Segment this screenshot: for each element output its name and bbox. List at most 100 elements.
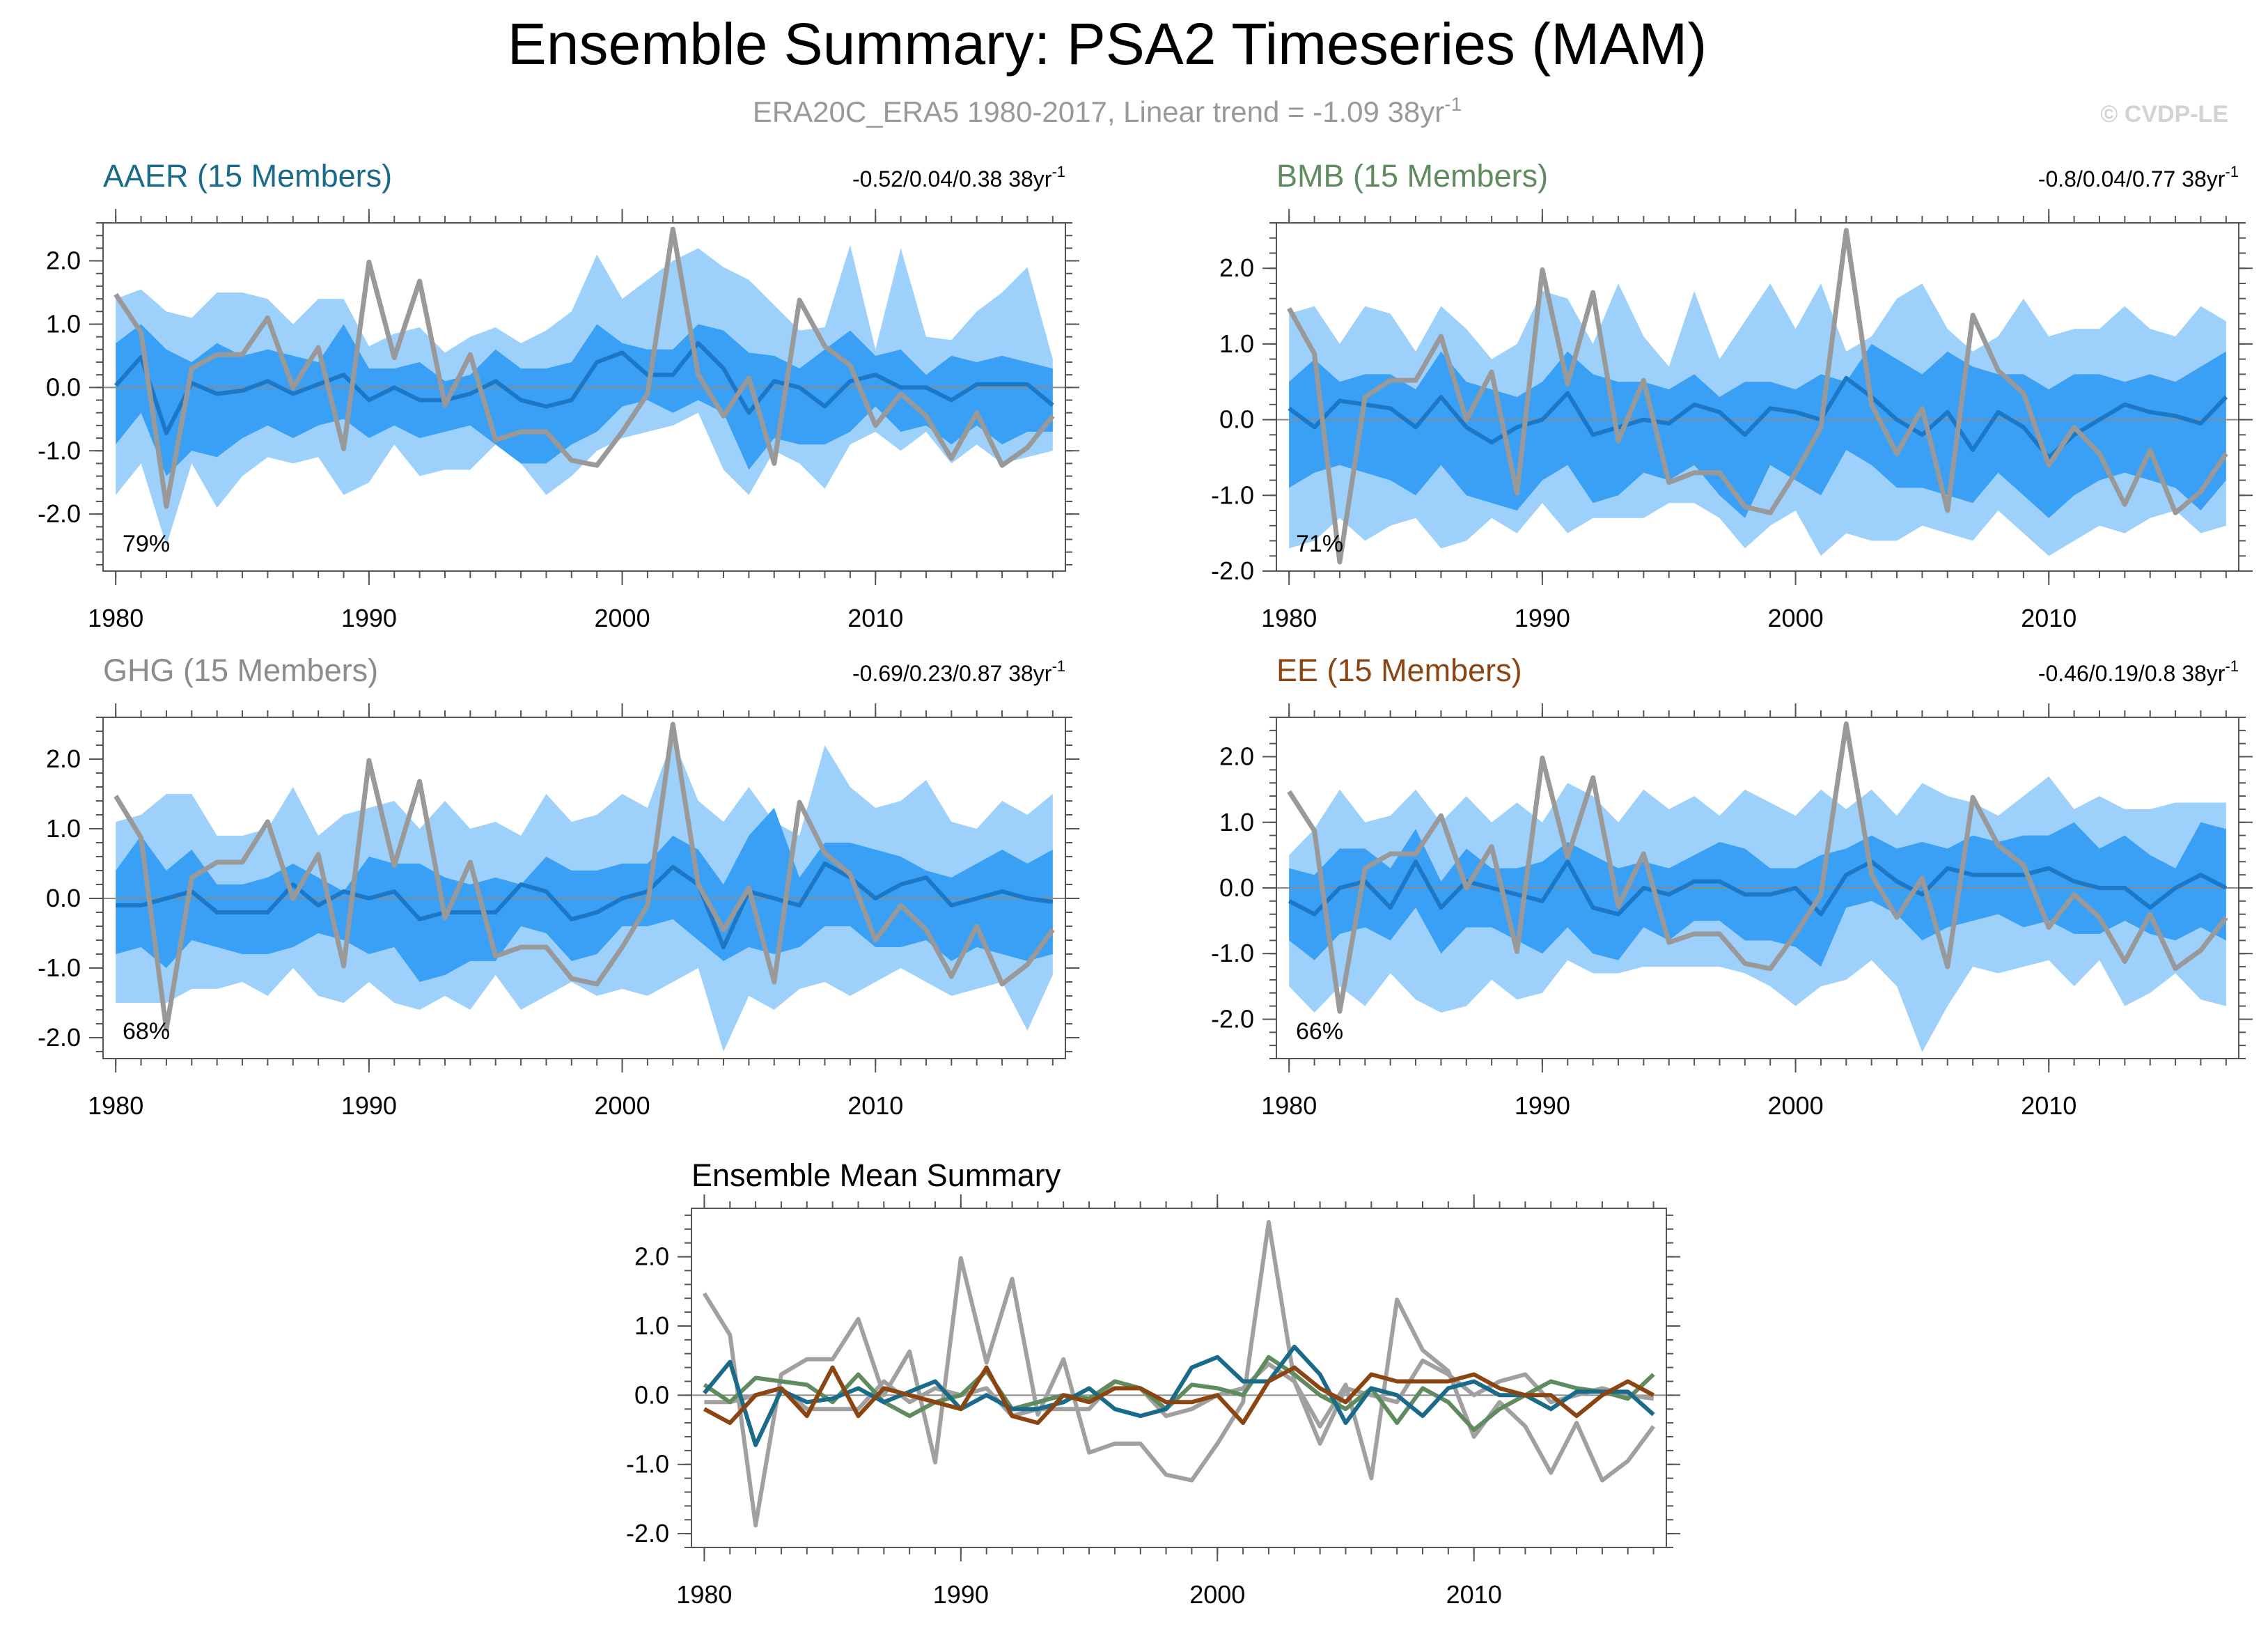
percent-label: 68% — [123, 1018, 170, 1045]
trend-label-text: -0.8/0.04/0.77 38yr — [2038, 166, 2226, 192]
ensemble-mean-line — [1288, 859, 2228, 916]
watermark: © CVDP-LE — [2100, 101, 2228, 127]
trend-label-superscript: -1 — [1051, 657, 1065, 675]
inner-spread-band — [116, 808, 1053, 982]
trend-label: -0.69/0.23/0.87 38yr-1 — [852, 657, 1065, 686]
x-tick-label: 2000 — [1768, 604, 1824, 632]
plot-frame — [102, 717, 1066, 1059]
trend-label-superscript: -1 — [2225, 657, 2239, 675]
series-line-bmb — [703, 1355, 1655, 1432]
x-tick-label: 1990 — [341, 1091, 397, 1120]
plot-area — [1276, 228, 2239, 565]
ensemble-mean-line — [114, 341, 1054, 435]
y-tick-label: 2.0 — [634, 1242, 669, 1271]
y-tick-label: 0.0 — [1219, 405, 1254, 434]
series-line-aaer — [703, 1344, 1655, 1447]
plot-area — [103, 226, 1065, 546]
percent-label: 79% — [123, 531, 170, 557]
panel-title: AAER (15 Members) — [103, 158, 392, 194]
x-tick-label: 2010 — [2021, 604, 2077, 632]
y-tick-label: -2.0 — [1211, 556, 1254, 585]
trend-label-superscript: -1 — [1051, 163, 1065, 180]
trend-label: -0.8/0.04/0.77 38yr-1 — [2038, 163, 2239, 192]
y-tick-label: -1.0 — [1211, 481, 1254, 509]
figure-title: Ensemble Summary: PSA2 Timeseries (MAM) — [508, 11, 1707, 77]
trend-label-text: -0.46/0.19/0.8 38yr — [2038, 661, 2226, 686]
y-tick-label: 2.0 — [1219, 254, 1254, 282]
figure-subtitle-text: ERA20C_ERA5 1980-2017, Linear trend = -1… — [753, 95, 1444, 128]
panel-aaer: 2.0 1.0 0.0 -1.0 -2.0 1980 1990 2000 2010 AAER (1… — [38, 158, 1079, 632]
x-tick-label: 1990 — [1515, 1091, 1570, 1120]
inner-spread-band — [116, 324, 1053, 476]
series-line-observed — [702, 1219, 1656, 1528]
ensemble-mean-line — [1288, 375, 2228, 460]
trend-label: -0.52/0.04/0.38 38yr-1 — [852, 163, 1065, 192]
panel-title: GHG (15 Members) — [103, 653, 378, 688]
figure-subtitle-superscript: -1 — [1444, 93, 1462, 115]
plot-frame — [691, 1208, 1667, 1548]
observed-line — [1287, 228, 2228, 565]
panel-title: BMB (15 Members) — [1276, 158, 1548, 194]
plot-area — [103, 722, 1065, 1052]
y-tick-label: 1.0 — [46, 309, 81, 338]
y-tick-label: 1.0 — [634, 1311, 669, 1340]
panel-ee: 2.0 1.0 0.0 -1.0 -2.0 1980 1990 2000 2010 EE (15 … — [1211, 653, 2253, 1120]
x-tick-label: 1980 — [88, 1091, 143, 1120]
trend-label-text: -0.69/0.23/0.87 38yr — [852, 661, 1052, 686]
x-tick-label: 2010 — [1446, 1580, 1502, 1609]
observed-line — [1287, 721, 2228, 1014]
y-tick-label: 1.0 — [1219, 808, 1254, 836]
x-tick-label: 1980 — [88, 604, 143, 632]
y-tick-label: -1.0 — [38, 953, 81, 982]
trend-label: -0.46/0.19/0.8 38yr-1 — [2038, 657, 2239, 686]
x-tick-label: 1990 — [341, 604, 397, 632]
figure-subtitle: ERA20C_ERA5 1980-2017, Linear trend = -1… — [753, 93, 1462, 128]
y-tick-label: -1.0 — [38, 436, 81, 465]
y-tick-label: 2.0 — [1219, 742, 1254, 771]
x-tick-label: 2010 — [847, 1091, 903, 1120]
panel-ghg: 2.0 1.0 0.0 -1.0 -2.0 1980 1990 2000 2010 GHG (15… — [38, 653, 1079, 1120]
observed-line — [114, 722, 1055, 1032]
trend-label-text: -0.52/0.04/0.38 38yr — [852, 166, 1052, 192]
x-tick-label: 2000 — [1189, 1580, 1245, 1609]
x-tick-label: 2000 — [595, 1091, 650, 1120]
x-tick-label: 2000 — [595, 604, 650, 632]
x-tick-label: 1980 — [1261, 1091, 1317, 1120]
y-tick-label: -2.0 — [38, 1023, 81, 1052]
y-tick-label: 1.0 — [46, 814, 81, 843]
x-tick-label: 1990 — [1515, 604, 1570, 632]
y-tick-label: -1.0 — [626, 1450, 669, 1479]
plot-frame — [102, 222, 1066, 572]
inner-spread-band — [1289, 343, 2226, 518]
plot-area — [691, 1219, 1666, 1528]
y-tick-label: -2.0 — [626, 1519, 669, 1547]
plot-area — [1276, 721, 2239, 1052]
ensemble-mean-line — [116, 861, 1054, 949]
x-tick-label: 2010 — [2021, 1091, 2077, 1120]
y-tick-label: 0.0 — [1219, 873, 1254, 902]
y-tick-label: 2.0 — [46, 744, 81, 773]
y-tick-label: -2.0 — [1211, 1004, 1254, 1033]
y-tick-label: -2.0 — [38, 499, 81, 528]
observed-line — [114, 226, 1055, 509]
x-tick-label: 1990 — [933, 1580, 989, 1609]
percent-label: 66% — [1296, 1018, 1343, 1045]
plot-frame — [1276, 222, 2239, 572]
y-tick-label: 0.0 — [634, 1380, 669, 1409]
series-line-ee — [703, 1365, 1655, 1426]
y-tick-label: 0.0 — [46, 373, 81, 401]
x-tick-label: 2000 — [1768, 1091, 1824, 1120]
y-tick-label: -1.0 — [1211, 939, 1254, 967]
x-tick-label: 1980 — [1261, 604, 1317, 632]
panel-title: EE (15 Members) — [1276, 653, 1522, 688]
y-tick-label: 1.0 — [1219, 329, 1254, 358]
percent-label: 71% — [1296, 531, 1343, 557]
y-tick-label: 2.0 — [46, 247, 81, 275]
panel-title: Ensemble Mean Summary — [691, 1157, 1061, 1193]
panel-summary: 2.0 1.0 0.0 -1.0 -2.0 1980 1990 2000 2010 Ensembl… — [626, 1157, 1680, 1609]
trend-label-superscript: -1 — [2225, 163, 2239, 180]
y-tick-label: 0.0 — [46, 884, 81, 912]
